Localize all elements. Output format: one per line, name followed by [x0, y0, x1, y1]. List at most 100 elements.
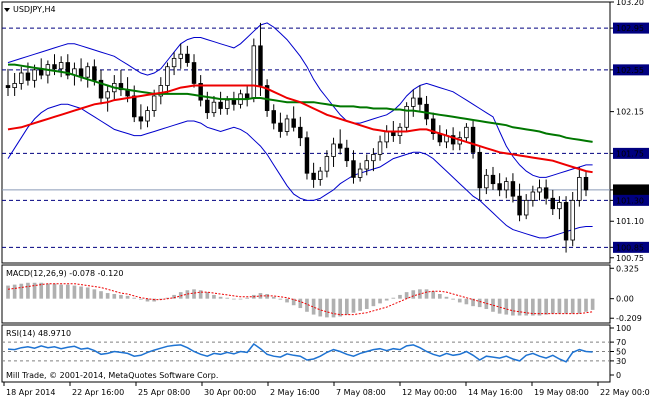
macd-bar: [19, 283, 24, 299]
macd-bar: [291, 298, 296, 306]
candle-bullish: [12, 83, 17, 89]
candles-layer: [5, 22, 589, 253]
macd-bar: [451, 298, 455, 300]
macd-bar: [192, 289, 196, 299]
candle-bearish: [450, 135, 456, 145]
price-tick-label: 102.15: [616, 108, 644, 117]
macd-bar: [39, 282, 44, 299]
macd-bar: [12, 284, 17, 299]
candle-bullish: [211, 101, 217, 114]
macd-bar: [265, 294, 269, 299]
candle-bearish: [344, 147, 350, 162]
macd-bar: [444, 296, 449, 299]
time-tick-label: 22 May 00:00: [600, 388, 650, 397]
candle-bearish: [510, 181, 516, 197]
candle-bearish: [430, 118, 436, 134]
candle-bullish: [577, 176, 582, 201]
macd-bar: [411, 290, 416, 299]
macd-bar: [26, 282, 30, 299]
candle-bullish: [404, 106, 409, 128]
macd-bar: [384, 298, 389, 301]
macd-bar: [172, 294, 176, 299]
macd-bar: [345, 298, 349, 315]
candle-bullish: [105, 91, 110, 99]
candle-bearish: [25, 72, 31, 81]
macd-bar: [331, 298, 336, 318]
candle-bullish: [357, 168, 363, 178]
macd-bar: [198, 290, 203, 299]
macd-bar: [65, 284, 70, 299]
candle-bearish: [271, 110, 276, 124]
rsi-line: [7, 342, 593, 363]
macd-signal-line: [7, 283, 593, 316]
macd-bar: [477, 298, 482, 308]
macd-bar: [511, 298, 515, 316]
candle-bearish: [138, 116, 144, 122]
time-tick-label: 22 Apr 16:00: [72, 388, 124, 397]
macd-bar: [464, 298, 469, 305]
candle-bearish: [38, 69, 44, 76]
macd-bar: [544, 298, 548, 315]
candle-bullish: [504, 181, 509, 191]
macd-title: MACD(12,26,9) -0.078 -0.120: [6, 269, 123, 278]
macd-bar: [212, 294, 216, 299]
level-tag: [613, 22, 649, 34]
candle-bearish: [311, 172, 316, 180]
macd-bar: [99, 291, 103, 299]
candle-bearish: [5, 85, 11, 89]
macd-bar: [52, 283, 57, 299]
candle-bullish: [364, 160, 369, 170]
candle-bullish: [32, 69, 37, 81]
macd-bar: [125, 295, 130, 299]
candle-bullish: [570, 199, 575, 241]
candle-bullish: [165, 66, 170, 86]
candle-bearish: [218, 101, 223, 109]
main-panel-frame: [1, 1, 611, 264]
macd-bar: [119, 294, 123, 299]
macd-bar: [531, 298, 535, 316]
candle-bearish: [477, 151, 482, 189]
rsi-tick-label: 0: [616, 371, 621, 380]
candle-bullish: [371, 154, 376, 162]
candle-bullish: [85, 66, 90, 78]
time-tick-label: 19 May 08:00: [534, 388, 589, 397]
price-tick-label: 102.55: [616, 66, 644, 75]
time-axis: 18 Apr 2014 22 Apr 16:00 25 Apr 08:00 30 Ap…: [3, 382, 650, 397]
macd-bar: [85, 287, 90, 299]
candle-bearish: [563, 202, 569, 241]
price-tick-label: 101.75: [616, 149, 644, 158]
rsi-tick-label: 50: [616, 348, 626, 357]
candle-bullish: [251, 45, 257, 99]
candle-bullish: [58, 62, 64, 70]
macd-bar: [364, 298, 369, 309]
candle-bearish: [205, 99, 210, 114]
macd-bar: [550, 298, 555, 314]
macd-bar: [205, 292, 210, 299]
collapse-triangle-icon[interactable]: [4, 8, 10, 12]
macd-bar: [225, 297, 230, 299]
candle-bullish: [19, 72, 24, 84]
candle-bearish: [298, 126, 303, 139]
moving-averages: [7, 63, 593, 174]
candle-bullish: [158, 85, 164, 97]
macd-bar: [391, 297, 396, 299]
macd-bar: [564, 298, 568, 314]
macd-bar: [105, 293, 110, 299]
level-tag: [613, 147, 649, 159]
macd-bar: [132, 297, 137, 299]
candle-bullish: [324, 156, 330, 172]
time-tick-label: 25 Apr 08:00: [138, 388, 190, 397]
macd-bar: [238, 298, 243, 300]
macd-bar: [145, 298, 150, 302]
candle-bullish: [178, 53, 183, 59]
macd-bar: [278, 298, 283, 300]
rsi-tick-label: 30: [616, 357, 626, 366]
macd-bar: [285, 298, 289, 303]
macd-bar: [471, 298, 475, 307]
candle-bullish: [537, 187, 542, 193]
price-tick-label: 100.75: [616, 254, 644, 263]
time-tick-label: 18 Apr 2014: [6, 388, 55, 397]
macd-bar: [497, 298, 502, 314]
candle-bullish: [377, 141, 383, 155]
